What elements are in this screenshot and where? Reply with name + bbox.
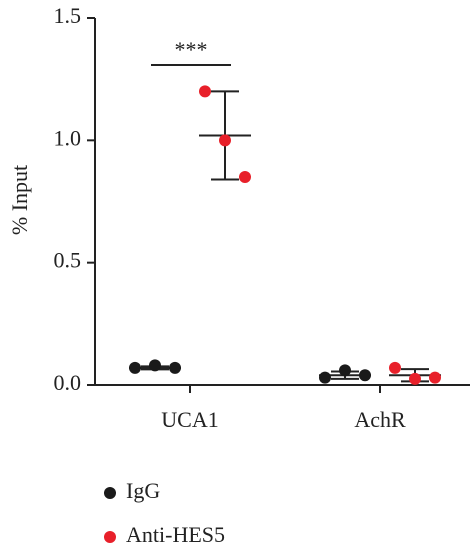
x-tick-label: AchR [354,407,406,432]
significance-label: *** [175,37,208,62]
y-tick-label: 0.0 [54,370,82,395]
data-point [219,134,231,147]
data-point [129,361,141,374]
data-point [339,364,351,377]
y-tick-label: 1.0 [54,125,82,150]
legend-label: Anti-HES5 [126,522,225,547]
data-point [409,372,421,385]
legend-label: IgG [126,478,160,503]
data-point [389,361,401,374]
legend-marker [104,531,116,543]
data-point [319,371,331,384]
x-tick-label: UCA1 [161,407,218,432]
y-tick-label: 1.5 [54,3,82,28]
data-point [149,359,161,372]
y-tick-label: 0.5 [54,248,82,273]
data-point [199,85,211,98]
data-point [359,369,371,382]
data-point [239,171,251,184]
data-point [169,361,181,374]
y-axis-label: % Input [7,165,32,235]
data-point [429,371,441,384]
legend-marker [104,487,116,499]
